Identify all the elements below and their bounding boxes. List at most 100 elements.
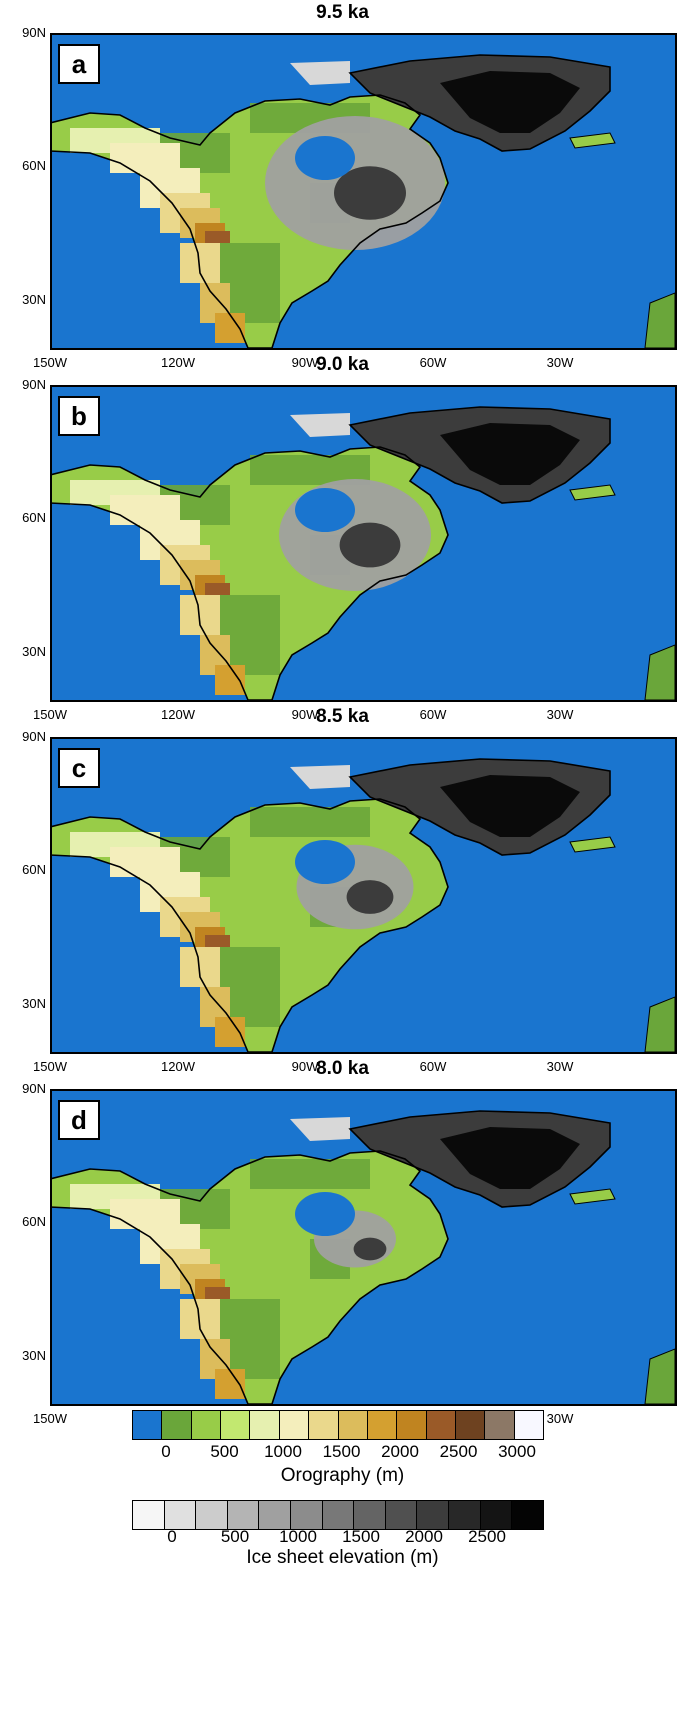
map-panel-a: 9.5 ka a 90N 60N 30N 150W 120W 90W 60W 30W — [0, 0, 685, 380]
greenland-ice-core — [440, 71, 580, 133]
africa-corner — [644, 644, 675, 700]
orography-cell — [180, 243, 220, 283]
colorbar-segment — [512, 1501, 543, 1529]
map-canvas — [50, 406, 675, 700]
hudson-bay — [295, 488, 355, 532]
iceland — [569, 836, 616, 853]
orography-cell — [180, 595, 220, 635]
map-area — [50, 737, 675, 1052]
orography-cell — [215, 1017, 245, 1047]
colorbar-segment — [367, 1411, 398, 1439]
colorbar-segment — [291, 1501, 323, 1529]
longitude-label: 150W — [33, 355, 67, 370]
coastline — [50, 446, 449, 700]
colorbar-segment — [221, 1411, 251, 1439]
colorbar-segment — [309, 1411, 339, 1439]
map-panel-b: 9.0 ka b 90N 60N 30N 150W 120W 90W 60W 30W — [0, 352, 685, 732]
map-area — [50, 1089, 675, 1404]
colorbar-tick-label: 500 — [220, 1527, 250, 1546]
iceland — [569, 1188, 616, 1205]
orography-cell — [205, 231, 230, 243]
longitude-label: 120W — [161, 355, 195, 370]
map-panel-c: 8.5 ka c 90N 60N 30N 150W 120W 90W 60W 30W — [0, 704, 685, 1084]
colorbar-segment — [227, 1501, 260, 1529]
colorbar-segment — [133, 1411, 163, 1439]
orography-cell — [215, 665, 245, 695]
coastline — [50, 94, 449, 348]
latitude-label: 90N — [22, 729, 46, 744]
longitude-label: 60W — [419, 707, 447, 722]
latitude-label: 30N — [22, 292, 46, 307]
hudson-bay — [295, 840, 355, 884]
panel-letter: a — [58, 44, 100, 84]
map-area — [50, 385, 675, 700]
colorbar-tick-label: 1000 — [264, 1442, 302, 1461]
longitude-label: 90W — [291, 1059, 319, 1074]
colorbar-tick-label: 1000 — [279, 1527, 317, 1546]
africa-corner — [644, 1348, 675, 1404]
panel-title: 9.5 ka — [316, 2, 369, 23]
latitude-label: 90N — [22, 25, 46, 40]
panel-letter: b — [58, 396, 100, 436]
longitude-label: 30W — [546, 1059, 574, 1074]
latitude-label: 30N — [22, 1348, 46, 1363]
laurentide-ice-core — [339, 522, 401, 568]
longitude-label: 150W — [33, 1059, 67, 1074]
map-area — [50, 33, 675, 348]
colorbar-tick-label: 0 — [167, 1527, 177, 1546]
colorbar-tick-label: 2000 — [405, 1527, 443, 1546]
lowland-patch — [250, 807, 370, 837]
colorbar-segment — [338, 1411, 368, 1439]
latitude-label: 90N — [22, 377, 46, 392]
colorbar-segment — [480, 1501, 513, 1529]
longitude-label: 120W — [161, 707, 195, 722]
coastline — [348, 1110, 611, 1208]
longitude-label: 30W — [546, 1411, 574, 1426]
longitude-label: 30W — [546, 355, 574, 370]
colorbar-segment — [455, 1411, 486, 1439]
longitude-label: 150W — [33, 707, 67, 722]
panel-letter: d — [58, 1100, 100, 1140]
orography-cell — [205, 583, 230, 595]
ice-colorbar — [132, 1500, 544, 1530]
ice-colorbar-title: Ice sheet elevation (m) — [246, 1547, 439, 1568]
latitude-label: 30N — [22, 996, 46, 1011]
panel-title: 8.0 ka — [316, 1058, 369, 1079]
arctic-ice-cell — [290, 765, 350, 789]
orography-cell — [180, 947, 220, 987]
orography-colorbar — [132, 1410, 544, 1440]
latitude-label: 60N — [22, 510, 46, 525]
colorbar-tick-label: 500 — [210, 1442, 239, 1461]
map-panel-d: 8.0 ka d 90N 60N 30N 150W 120W 90W 60W 30W — [0, 1056, 685, 1436]
colorbar-tick-label: 2500 — [468, 1527, 506, 1546]
coastline — [50, 798, 449, 1052]
arctic-ice-cell — [290, 413, 350, 437]
coastline — [348, 758, 611, 856]
colorbar-segment — [196, 1501, 228, 1529]
colorbar-segment — [354, 1501, 386, 1529]
longitude-label: 150W — [33, 1411, 67, 1426]
map-canvas — [50, 758, 675, 1052]
coastline — [348, 54, 611, 152]
colorbar-segment — [133, 1501, 165, 1529]
longitude-label: 90W — [291, 707, 319, 722]
hudson-bay — [295, 136, 355, 180]
colorbar-segment — [279, 1411, 310, 1439]
longitude-label: 30W — [546, 707, 574, 722]
africa-corner — [644, 996, 675, 1052]
orography-cell — [180, 1299, 220, 1339]
orography-cell — [215, 313, 245, 343]
longitude-label: 120W — [161, 1059, 195, 1074]
colorbar-segment — [417, 1501, 450, 1529]
colorbar-segment — [426, 1411, 456, 1439]
panel-title: 9.0 ka — [316, 354, 369, 375]
hudson-bay — [295, 1192, 355, 1236]
colorbar-tick-label: 0 — [161, 1442, 171, 1461]
colorbar-tick-label: 3000 — [498, 1442, 536, 1461]
orography-cell — [205, 935, 230, 947]
colorbar-segment — [397, 1411, 427, 1439]
arctic-ice-cell — [290, 1117, 350, 1141]
orography-cell — [205, 1287, 230, 1299]
colorbar-tick-label: 2500 — [439, 1442, 478, 1461]
colorbar-tick-label: 1500 — [322, 1442, 361, 1461]
